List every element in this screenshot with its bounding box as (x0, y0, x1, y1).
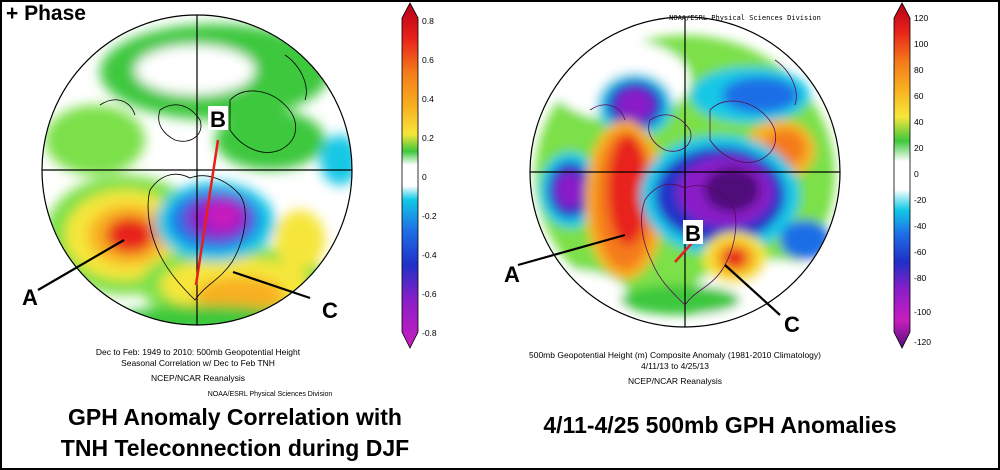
right-cb-tick: 80 (914, 65, 924, 75)
phase-label: + Phase (6, 2, 86, 25)
left-caption-line-4: NOAA/ESRL Physical Sciences Division (208, 391, 333, 398)
right-cb-tick: 20 (914, 143, 924, 153)
right-cb-tick: 0 (914, 169, 919, 179)
right-caption-line-1: 500mb Geopotential Height (m) Composite … (529, 350, 821, 360)
left-map-caption: Dec to Feb: 1949 to 2010: 500mb Geopoten… (96, 347, 332, 398)
right-title: 4/11-4/25 500mb GPH Anomalies (543, 412, 897, 438)
right-colorbar: 120 100 80 60 40 20 0 -20 -40 -60 -80 -1… (893, 2, 931, 349)
left-label-b: B (210, 107, 226, 132)
left-label-a: A (22, 285, 38, 310)
right-caption-line-3: NCEP/NCAR Reanalysis (628, 376, 722, 386)
right-b-red-line (674, 242, 693, 263)
left-point-labels: B A C (22, 106, 338, 323)
left-cb-tick: 0.4 (422, 94, 434, 104)
right-caption-line-2: 4/11/13 to 4/25/13 (641, 361, 709, 371)
right-map-caption: 500mb Geopotential Height (m) Composite … (529, 350, 821, 386)
right-a-pointer (517, 233, 626, 267)
right-point-labels: B A C (504, 220, 800, 337)
right-anomaly-map-panel: NOAA/ESRL Physical Sciences Division B A… (470, 0, 1000, 400)
left-c-pointer (232, 270, 311, 300)
right-c-pointer (724, 264, 781, 316)
left-colorbar-ticks: 0.8 0.6 0.4 0.2 0 -0.2 -0.4 -0.6 -0.8 (422, 16, 437, 338)
right-cb-tick: 100 (914, 39, 928, 49)
right-map-disk (529, 16, 841, 328)
left-title: GPH Anomaly Correlation with TNH Telecon… (20, 402, 450, 464)
left-map-disk (41, 14, 353, 326)
left-colorbar: 0.8 0.6 0.4 0.2 0 -0.2 -0.4 -0.6 -0.8 (401, 2, 437, 349)
left-correlation-map-panel: B A C Dec to Feb: 1949 to 2010: 500mb Ge… (0, 0, 460, 400)
right-label-b: B (685, 221, 701, 246)
left-caption-line-3: NCEP/NCAR Reanalysis (151, 373, 245, 383)
left-cb-tick: -0.6 (422, 289, 437, 299)
right-cb-tick: -60 (914, 247, 927, 257)
right-cb-tick: -20 (914, 195, 927, 205)
right-label-a: A (504, 262, 520, 287)
right-colorbar-ticks: 120 100 80 60 40 20 0 -20 -40 -60 -80 -1… (914, 13, 931, 347)
right-cb-tick: 60 (914, 91, 924, 101)
left-title-line-1: GPH Anomaly Correlation with (68, 404, 402, 430)
right-cb-tick: -100 (914, 307, 931, 317)
right-credit: NOAA/ESRL Physical Sciences Division (669, 14, 821, 22)
left-cb-tick: -0.4 (422, 250, 437, 260)
left-cb-tick: -0.2 (422, 211, 437, 221)
left-cb-tick: -0.8 (422, 328, 437, 338)
left-cb-tick: 0.8 (422, 16, 434, 26)
left-cb-tick: 0 (422, 172, 427, 182)
right-cb-tick: -120 (914, 337, 931, 347)
right-cb-tick: 40 (914, 117, 924, 127)
left-cb-tick: 0.6 (422, 55, 434, 65)
left-caption-line-2: Seasonal Correlation w/ Dec to Feb TNH (121, 358, 275, 368)
right-cb-tick: -40 (914, 221, 927, 231)
right-label-c: C (784, 312, 800, 337)
left-a-pointer (37, 239, 125, 291)
left-title-line-2: TNH Teleconnection during DJF (60, 435, 410, 461)
right-cb-tick: 120 (914, 13, 928, 23)
right-cb-tick: -80 (914, 273, 927, 283)
left-label-c: C (322, 298, 338, 323)
left-cb-tick: 0.2 (422, 133, 434, 143)
left-caption-line-1: Dec to Feb: 1949 to 2010: 500mb Geopoten… (96, 347, 301, 357)
left-b-red-line (194, 139, 220, 286)
